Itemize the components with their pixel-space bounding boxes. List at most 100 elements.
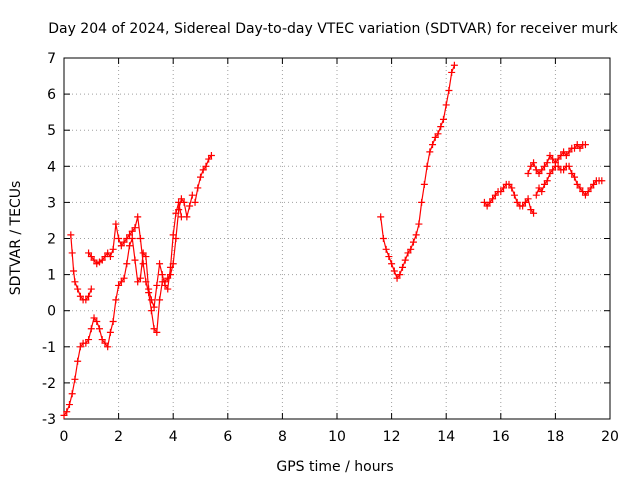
data-point: [126, 231, 134, 239]
data-point: [70, 267, 78, 275]
y-tick-label: 1: [47, 268, 56, 284]
series-segment-3b: [524, 141, 589, 178]
data-point: [123, 260, 131, 268]
data-point: [109, 318, 117, 326]
data-point: [142, 253, 150, 261]
data-point: [153, 328, 161, 336]
data-point: [82, 339, 90, 347]
data-point: [90, 314, 98, 322]
data-point: [409, 238, 417, 246]
data-point: [156, 260, 164, 268]
y-tick-label: 7: [47, 51, 56, 67]
data-point: [106, 328, 114, 336]
data-point: [429, 141, 437, 149]
data-point: [120, 238, 128, 246]
y-tick-label: -1: [42, 340, 56, 356]
data-point: [535, 184, 543, 192]
data-point: [126, 242, 134, 250]
data-point: [538, 188, 546, 196]
y-tick-label: 3: [47, 195, 56, 211]
data-point: [598, 177, 606, 185]
data-point: [60, 411, 68, 419]
data-point: [147, 296, 155, 304]
data-point: [139, 249, 147, 257]
data-point: [115, 235, 123, 242]
data-point: [207, 151, 215, 159]
data-point: [142, 278, 150, 286]
data-point: [530, 159, 538, 167]
data-point: [169, 231, 177, 239]
data-point: [407, 245, 415, 253]
data-point: [98, 256, 106, 264]
series-segment-1c: [85, 191, 196, 336]
data-point: [554, 162, 562, 170]
series-segment-3c: [532, 162, 606, 199]
data-point: [543, 159, 551, 167]
data-point: [101, 339, 109, 347]
data-point: [202, 162, 210, 170]
data-point: [420, 180, 428, 188]
data-point: [423, 162, 431, 170]
data-point: [510, 191, 518, 199]
data-point: [85, 292, 93, 300]
data-point: [106, 253, 114, 261]
data-point: [117, 278, 125, 286]
data-point: [134, 213, 142, 221]
data-point: [82, 296, 90, 304]
data-point: [150, 303, 158, 311]
data-point: [147, 307, 155, 315]
data-point: [112, 220, 120, 228]
data-point: [442, 101, 450, 109]
x-tick-label: 12: [383, 429, 401, 445]
x-tick-label: 6: [223, 429, 232, 445]
data-point: [587, 184, 595, 192]
x-tick-label: 4: [169, 429, 178, 445]
data-point: [67, 231, 75, 239]
data-point: [401, 256, 409, 264]
data-point: [164, 274, 172, 282]
x-tick-label: 10: [328, 429, 346, 445]
data-point: [199, 166, 207, 174]
data-point: [188, 191, 196, 199]
data-point: [590, 180, 598, 188]
data-point: [74, 285, 82, 293]
data-point: [128, 227, 136, 235]
chart-title: Day 204 of 2024, Sidereal Day-to-day VTE…: [48, 21, 618, 37]
data-point: [399, 263, 407, 271]
data-point: [500, 184, 508, 192]
data-point: [431, 133, 439, 141]
y-tick-label: 2: [47, 232, 56, 248]
data-point: [554, 155, 562, 163]
data-points: [60, 61, 606, 419]
x-tick-label: 18: [546, 429, 564, 445]
series-line: [63, 202, 182, 416]
x-tick-label: 0: [60, 429, 69, 445]
data-point: [68, 390, 76, 398]
y-tick-label: -2: [42, 376, 56, 392]
data-point: [194, 184, 202, 192]
data-point: [412, 231, 420, 239]
data-point: [115, 281, 123, 289]
data-point: [543, 177, 551, 185]
data-point: [131, 224, 139, 232]
data-point: [136, 235, 144, 242]
data-point: [546, 151, 554, 159]
data-point: [521, 198, 529, 206]
data-point: [85, 249, 93, 257]
series-line: [380, 64, 455, 280]
data-point: [183, 213, 191, 221]
data-point: [434, 130, 442, 138]
data-point: [172, 235, 180, 242]
data-point: [153, 281, 161, 289]
data-point: [540, 162, 548, 170]
data-point: [527, 206, 535, 214]
data-point: [562, 151, 570, 159]
data-point: [568, 170, 576, 178]
grid: [64, 58, 610, 419]
data-point: [540, 180, 548, 188]
y-axis-label: SDTVAR / TECUs: [8, 181, 24, 296]
data-point: [150, 325, 158, 333]
series-line: [70, 234, 92, 301]
data-point: [76, 292, 84, 300]
